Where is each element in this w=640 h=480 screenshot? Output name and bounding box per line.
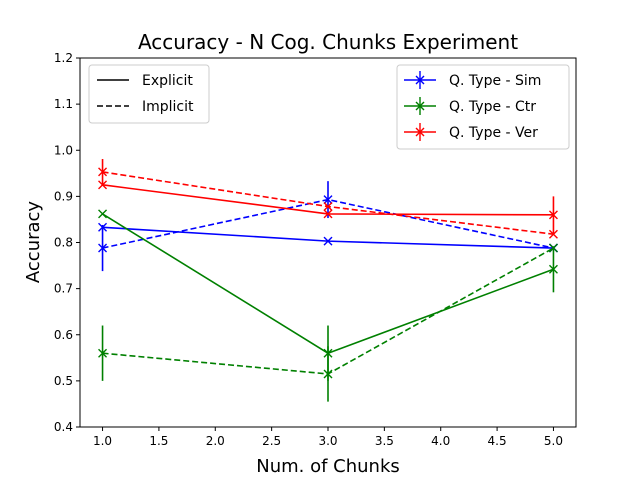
legend-marker — [415, 101, 425, 111]
data-point — [548, 243, 558, 253]
x-tick-label: 4.0 — [431, 434, 450, 448]
legend-label-qtype: Q. Type - Ver — [449, 125, 538, 141]
x-tick-label: 3.0 — [318, 434, 337, 448]
x-tick-label: 5.0 — [544, 434, 563, 448]
y-tick-label: 1.1 — [54, 97, 73, 111]
chart-title: Accuracy - N Cog. Chunks Experiment — [138, 30, 518, 54]
data-point — [323, 195, 333, 205]
x-tick-label: 4.5 — [488, 434, 507, 448]
x-axis-label: Num. of Chunks — [256, 456, 400, 477]
marker-stroke — [98, 348, 108, 358]
legend-label-qtype: Q. Type - Ctr — [449, 99, 536, 115]
y-tick-label: 0.9 — [54, 189, 73, 203]
marker-stroke — [98, 167, 108, 177]
marker-stroke — [323, 209, 333, 219]
x-tick-label: 1.0 — [93, 434, 112, 448]
legend-label-qtype: Q. Type - Sim — [449, 73, 541, 89]
legend-marker — [415, 75, 425, 85]
data-point — [548, 229, 558, 239]
data-point — [98, 209, 108, 219]
y-tick-label: 1.2 — [54, 51, 73, 65]
y-tick-label: 1.0 — [54, 143, 73, 157]
series-layer — [98, 159, 558, 402]
y-tick-label: 0.5 — [54, 374, 73, 388]
series-ver-implicit — [98, 159, 558, 239]
y-tick-label: 0.8 — [54, 236, 73, 250]
data-point — [548, 210, 558, 220]
marker-stroke — [323, 369, 333, 379]
legend-label-implicit: Implicit — [142, 99, 194, 115]
x-axis: 1.0 1.5 2.0 2.5 3.0 3.5 4.0 4.5 5.0 — [93, 427, 563, 448]
data-point — [98, 167, 108, 177]
data-point — [548, 264, 558, 274]
data-point — [323, 202, 333, 212]
marker-stroke — [98, 243, 108, 253]
type-legend-box — [396, 64, 570, 150]
marker-stroke — [415, 101, 425, 111]
series-ctr-implicit — [98, 243, 558, 402]
data-point — [98, 348, 108, 358]
y-tick-label: 0.7 — [54, 282, 73, 296]
x-tick-label: 1.5 — [149, 434, 168, 448]
data-point — [323, 209, 333, 219]
marker-stroke — [415, 75, 425, 85]
x-tick-label: 3.5 — [375, 434, 394, 448]
style-legend: Explicit Implicit — [88, 64, 210, 124]
marker-stroke — [548, 264, 558, 274]
data-point — [323, 236, 333, 246]
y-axis: 0.4 0.5 0.6 0.7 0.8 0.9 1.0 1.1 1.2 — [54, 51, 80, 434]
marker-stroke — [323, 202, 333, 212]
data-point — [98, 243, 108, 253]
x-tick-label: 2.5 — [262, 434, 281, 448]
y-axis-label: Accuracy — [23, 201, 44, 284]
marker-stroke — [548, 229, 558, 239]
type-legend: Q. Type - Sim Q. Type - Ctr Q. Type - Ver — [396, 64, 570, 150]
y-tick-label: 0.4 — [54, 420, 73, 434]
legend-label-explicit: Explicit — [142, 73, 193, 89]
series-sim-implicit — [98, 181, 558, 272]
x-tick-label: 2.0 — [206, 434, 225, 448]
marker-stroke — [548, 210, 558, 220]
marker-stroke — [323, 195, 333, 205]
marker-stroke — [415, 127, 425, 137]
marker-stroke — [98, 209, 108, 219]
legend-marker — [415, 127, 425, 137]
y-tick-label: 0.6 — [54, 328, 73, 342]
marker-stroke — [548, 243, 558, 253]
data-point — [323, 369, 333, 379]
marker-stroke — [323, 236, 333, 246]
